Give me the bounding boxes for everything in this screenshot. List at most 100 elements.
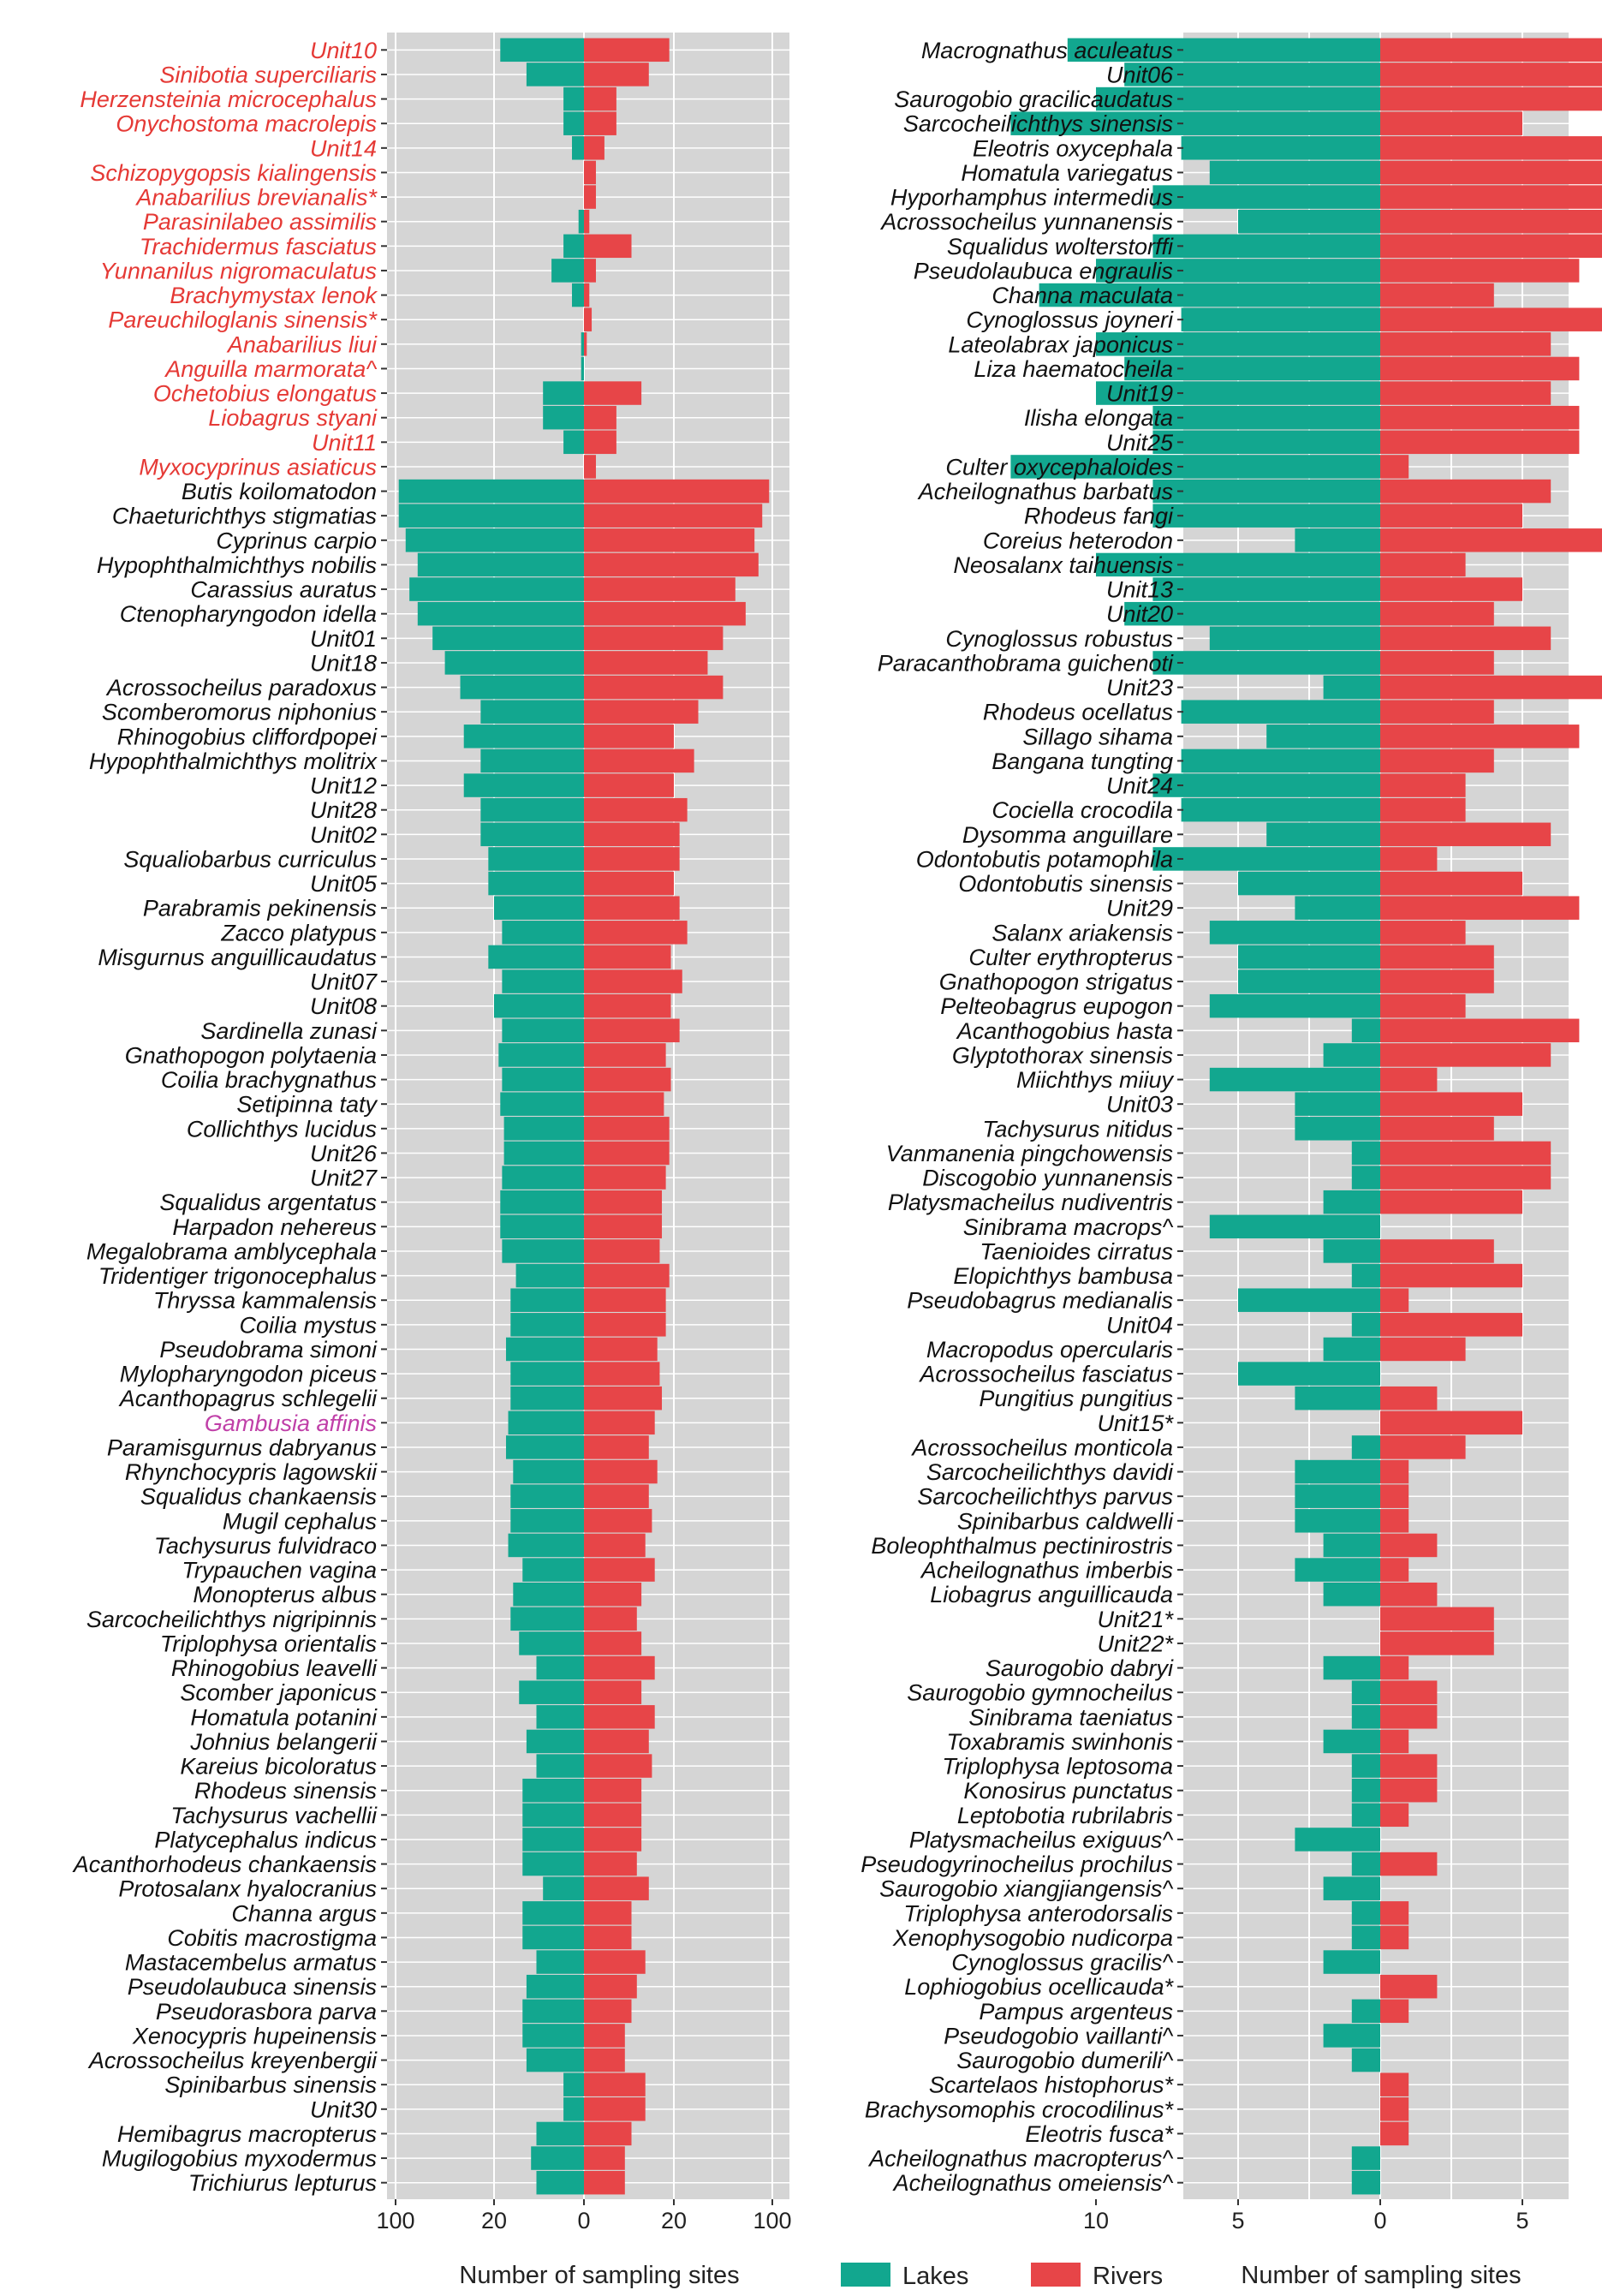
row-label-bangana-tungting: Bangana tungting xyxy=(992,748,1173,774)
row-label-leptobotia-rubrilabris: Leptobotia rubrilabris xyxy=(957,1803,1173,1828)
row-label-triplophysa-anterodorsalis: Triplophysa anterodorsalis xyxy=(903,1900,1173,1926)
row-label-saurogobio-gymnocheilus: Saurogobio gymnocheilus xyxy=(907,1680,1173,1706)
row-label-squalidus-wolterstorffi: Squalidus wolterstorffi xyxy=(947,234,1174,259)
bar-rivers-culter-oxycephaloides xyxy=(1380,455,1409,479)
bar-lakes-unit01 xyxy=(432,626,584,651)
bar-rivers-megalobrama-amblycephala xyxy=(584,1239,660,1263)
row-label-acrossocheilus-paradoxus: Acrossocheilus paradoxus xyxy=(105,675,377,701)
row-label-gnathopogon-strigatus: Gnathopogon strigatus xyxy=(939,969,1173,995)
row-label-rhodeus-ocellatus: Rhodeus ocellatus xyxy=(983,700,1173,725)
row-label-pseudolaubuca-sinensis: Pseudolaubuca sinensis xyxy=(128,1974,377,2000)
bar-lakes-squalidus-argentatus xyxy=(500,1190,584,1214)
row-label-sarcocheilichthys-nigripinnis: Sarcocheilichthys nigripinnis xyxy=(86,1607,377,1632)
bar-rivers-acrossocheilus-kreyenbergii xyxy=(584,2048,625,2072)
bar-rivers-rhodeus-sinensis xyxy=(584,1778,642,1803)
bar-rivers-brachysomophis-crocodilinus xyxy=(1380,2097,1409,2121)
row-label-myxocyprinus-asiaticus: Myxocyprinus asiaticus xyxy=(139,454,377,480)
row-label-tachysurus-fulvidraco: Tachysurus fulvidraco xyxy=(154,1533,377,1559)
bar-lakes-unit11 xyxy=(563,430,584,455)
bar-rivers-acanthorhodeus-chankaensis xyxy=(584,1852,637,1876)
bar-rivers-odontobutis-potamophila xyxy=(1380,847,1438,871)
row-label-sillago-sihama: Sillago sihama xyxy=(1022,724,1173,749)
row-label-liobagrus-anguillicauda: Liobagrus anguillicauda xyxy=(930,1582,1173,1607)
row-label-pareuchiloglanis-sinensis: Pareuchiloglanis sinensis* xyxy=(108,307,378,333)
bar-rivers-lophiogobius-ocellicauda xyxy=(1380,1974,1438,1999)
row-label-glyptothorax-sinensis: Glyptothorax sinensis xyxy=(952,1042,1173,1068)
bar-rivers-unit20 xyxy=(1380,601,1494,626)
bar-lakes-unit03 xyxy=(1295,1092,1380,1116)
row-label-unit15: Unit15* xyxy=(1097,1410,1174,1436)
bar-rivers-unit23 xyxy=(1380,675,1602,700)
bar-rivers-trypauchen-vagina xyxy=(584,1558,655,1582)
bar-lakes-ctenopharyngodon-idella xyxy=(417,601,584,626)
row-label-tachysurus-nitidus: Tachysurus nitidus xyxy=(982,1116,1173,1142)
row-label-mylopharyngodon-piceus: Mylopharyngodon piceus xyxy=(120,1362,377,1387)
row-label-herzensteinia-microcephalus: Herzensteinia microcephalus xyxy=(80,86,377,112)
row-label-setipinna-taty: Setipinna taty xyxy=(236,1092,378,1118)
row-label-unit02: Unit02 xyxy=(310,822,377,848)
bar-lakes-salanx-ariakensis xyxy=(1209,921,1380,945)
bar-rivers-sarcocheilichthys-davidi xyxy=(1380,1459,1409,1484)
x-tick-label: 10 xyxy=(1083,2208,1109,2233)
bar-rivers-unit18 xyxy=(584,651,708,675)
bar-lakes-gambusia-affinis xyxy=(508,1410,584,1435)
row-label-neosalanx-taihuensis: Neosalanx taihuensis xyxy=(953,552,1173,578)
bar-lakes-pseudolaubuca-sinensis xyxy=(526,1974,584,1999)
bar-lakes-channa-maculata xyxy=(1039,283,1380,307)
bar-lakes-saurogobio-dabryi xyxy=(1323,1655,1380,1680)
bar-rivers-saurogobio-gracilicaudatus xyxy=(1380,86,1602,111)
row-label-mastacembelus-armatus: Mastacembelus armatus xyxy=(125,1950,377,1976)
bar-lakes-parabramis-pekinensis xyxy=(494,896,584,920)
row-label-cynoglossus-gracilis: Cynoglossus gracilis^ xyxy=(951,1950,1173,1976)
row-label-schizopygopsis-kialingensis: Schizopygopsis kialingensis xyxy=(90,160,377,186)
row-label-butis-koilomatodon: Butis koilomatodon xyxy=(182,479,377,504)
bar-rivers-setipinna-taty xyxy=(584,1092,664,1116)
bar-rivers-cynoglossus-joyneri xyxy=(1380,307,1602,331)
bar-rivers-acheilognathus-barbatus xyxy=(1380,479,1551,504)
bar-rivers-dysomma-anguillare xyxy=(1380,822,1551,847)
row-label-unit01: Unit01 xyxy=(310,626,377,652)
bar-rivers-zacco-platypus xyxy=(584,921,688,945)
row-label-taenioides-cirratus: Taenioides cirratus xyxy=(980,1238,1173,1264)
bar-rivers-pseudorasbora-parva xyxy=(584,1999,632,2024)
bar-lakes-platysmacheilus-exiguus xyxy=(1295,1828,1380,1852)
bar-rivers-pampus-argenteus xyxy=(1380,1999,1409,2024)
row-label-unit26: Unit26 xyxy=(310,1141,378,1166)
bar-rivers-parabramis-pekinensis xyxy=(584,896,680,920)
row-label-unit22: Unit22* xyxy=(1097,1631,1174,1656)
bar-rivers-acheilognathus-imberbis xyxy=(1380,1558,1409,1582)
bar-lakes-unit26 xyxy=(503,1141,584,1166)
row-label-saurogobio-gracilicaudatus: Saurogobio gracilicaudatus xyxy=(894,86,1173,112)
bar-lakes-unit29 xyxy=(1295,896,1380,920)
bar-rivers-pseudobrama-simoni xyxy=(584,1337,658,1362)
bar-rivers-xenocypris-hupeinensis xyxy=(584,2024,625,2048)
row-label-parabramis-pekinensis: Parabramis pekinensis xyxy=(143,896,377,921)
bar-rivers-monopterus-albus xyxy=(584,1582,642,1607)
bar-rivers-sarcocheilichthys-sinensis xyxy=(1380,111,1522,135)
bar-lakes-parasinilabeo-assimilis xyxy=(578,209,584,234)
bar-lakes-scomber-japonicus xyxy=(519,1680,584,1704)
row-label-acheilognathus-omeiensis: Acheilognathus omeiensis^ xyxy=(892,2170,1174,2196)
bar-lakes-rhynchocypris-lagowskii xyxy=(513,1459,584,1484)
row-label-thryssa-kammalensis: Thryssa kammalensis xyxy=(153,1288,377,1314)
row-label-boleophthalmus-pectinirostris: Boleophthalmus pectinirostris xyxy=(871,1533,1173,1559)
row-label-platysmacheilus-exiguus: Platysmacheilus exiguus^ xyxy=(909,1827,1174,1852)
bar-lakes-sarcocheilichthys-sinensis xyxy=(1010,111,1380,135)
row-label-unit28: Unit28 xyxy=(310,797,377,823)
bar-lakes-rhinogobius-leavelli xyxy=(536,1655,584,1680)
row-label-elopichthys-bambusa: Elopichthys bambusa xyxy=(953,1263,1173,1289)
bar-rivers-misgurnus-anguillicaudatus xyxy=(584,945,671,969)
bar-rivers-rhodeus-ocellatus xyxy=(1380,700,1494,724)
bar-lakes-cociella-crocodila xyxy=(1181,797,1380,822)
bar-lakes-dysomma-anguillare xyxy=(1266,822,1380,847)
bar-rivers-miichthys-miiuy xyxy=(1380,1067,1438,1092)
bar-lakes-unit24 xyxy=(1152,773,1380,797)
row-label-kareius-bicoloratus: Kareius bicoloratus xyxy=(180,1754,377,1780)
bar-rivers-brachymystax-lenok xyxy=(584,283,590,307)
row-label-unit21: Unit21* xyxy=(1097,1607,1174,1632)
bar-rivers-unit04 xyxy=(1380,1313,1522,1337)
row-label-odontobutis-potamophila: Odontobutis potamophila xyxy=(916,846,1173,872)
bar-rivers-platysmacheilus-nudiventris xyxy=(1380,1190,1522,1214)
bar-rivers-mugil-cephalus xyxy=(584,1509,652,1533)
bar-lakes-cynoglossus-joyneri xyxy=(1181,307,1380,331)
